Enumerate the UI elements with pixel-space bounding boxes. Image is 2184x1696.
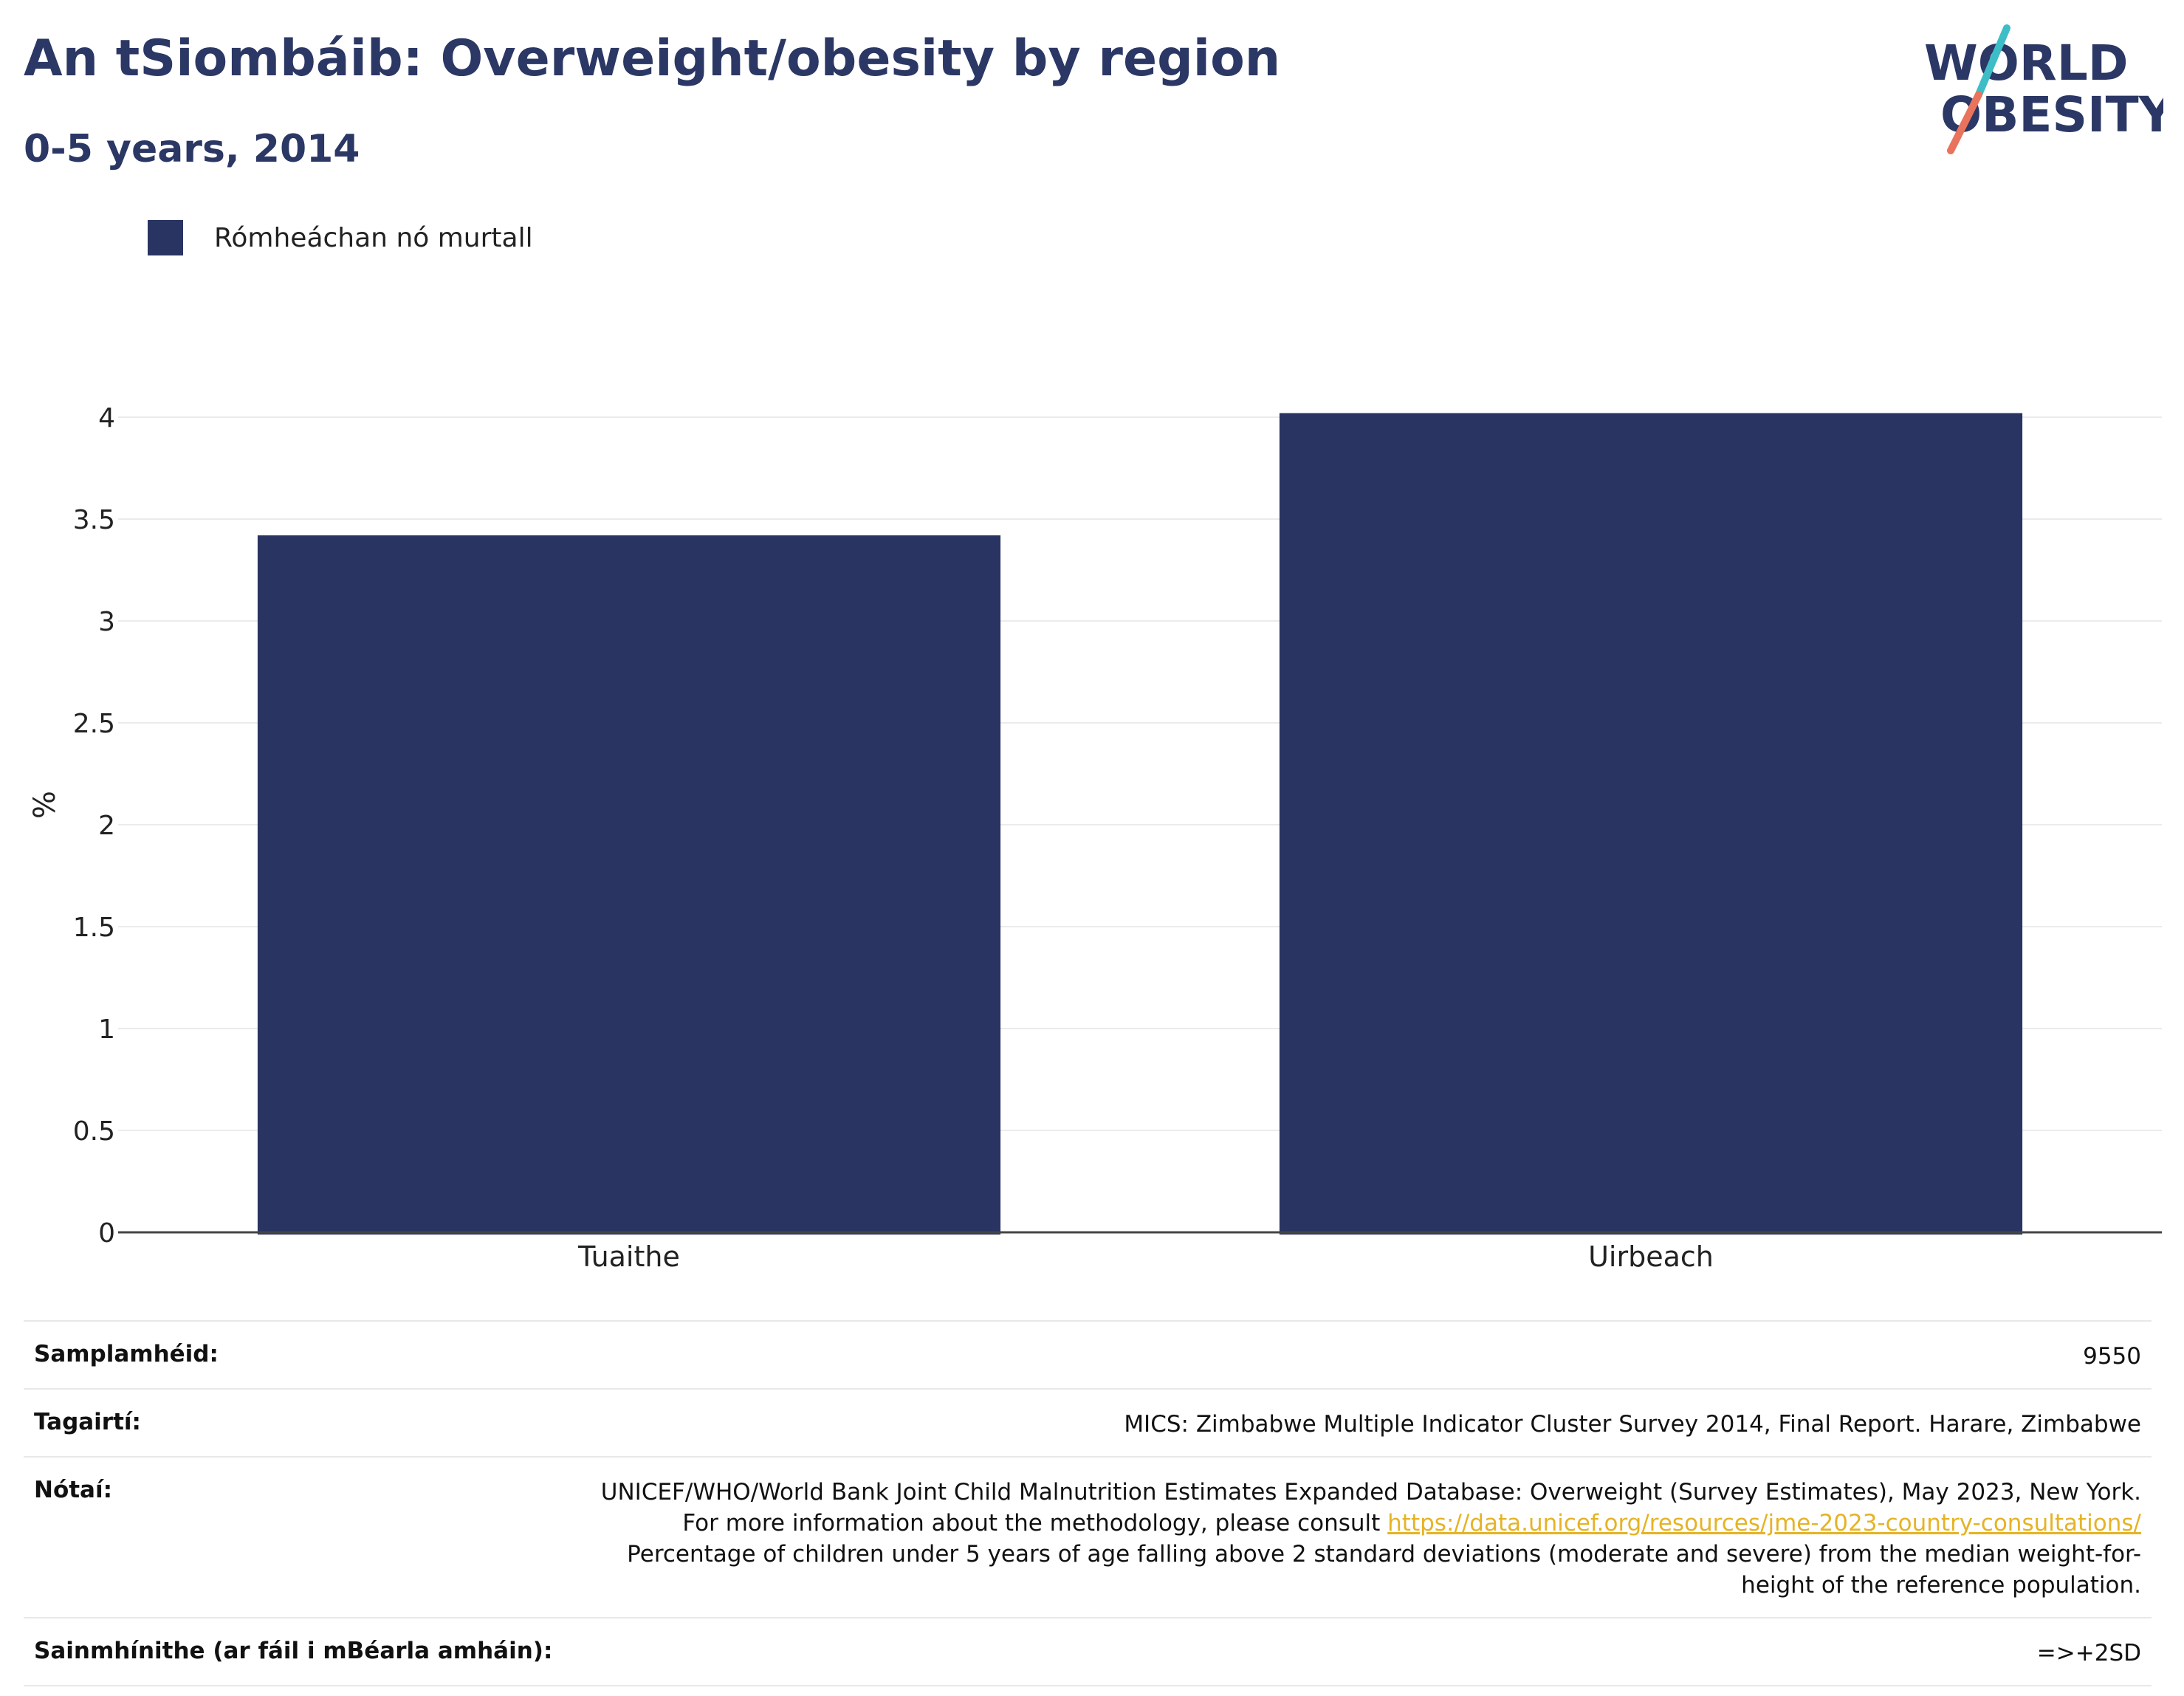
y-tick-label: 1 — [98, 1014, 115, 1045]
definitions-label: Sainmhínithe (ar fáil i mBéarla amháin): — [34, 1638, 553, 1664]
bar-uirbeach — [1279, 413, 2023, 1235]
y-tick-label: 2 — [98, 811, 115, 841]
definitions-value: =>+2SD — [2036, 1640, 2141, 1666]
bar-chart: 0 0.5 1 1.5 2 2.5 3 3.5 4 Tuaithe Uirbeach% — [28, 403, 2162, 1273]
references-value: MICS: Zimbabwe Multiple Indicator Cluste… — [1124, 1411, 2141, 1438]
y-tick-label: 1.5 — [73, 913, 115, 943]
chart-title: An tSiombáib: Overweight/obesity by regi… — [24, 30, 1281, 88]
notes-text: UNICEF/WHO/World Bank Joint Child Malnut… — [600, 1479, 2141, 1537]
y-tick-label: 0 — [98, 1218, 115, 1249]
bar-tuaithe — [257, 535, 1001, 1235]
y-tick-label: 3.5 — [73, 505, 115, 535]
info-row-sample-size: Samplamhéid: 9550 — [24, 1322, 2152, 1390]
info-row-definitions: Sainmhínithe (ar fáil i mBéarla amháin):… — [24, 1618, 2152, 1686]
logo-slash-coral — [1947, 91, 1982, 154]
logo-text-world: WORLD — [1924, 35, 2129, 92]
y-tick-label: 4 — [98, 403, 115, 433]
notes-label: Nótaí: — [34, 1477, 113, 1503]
x-tick-label: Uirbeach — [1588, 1240, 1714, 1273]
notes-definition-text: Percentage of children under 5 years of … — [627, 1541, 2141, 1599]
chart-legend[interactable]: Rómheáchan nó murtall — [148, 220, 533, 255]
info-row-notes: Nótaí: UNICEF/WHO/World Bank Joint Child… — [24, 1458, 2152, 1618]
info-table: Samplamhéid: 9550 Tagairtí: MICS: Zimbab… — [24, 1320, 2152, 1686]
notes-link[interactable]: https://data.unicef.org/resources/jme-20… — [1387, 1510, 2141, 1537]
notes-value: UNICEF/WHO/World Bank Joint Child Malnut… — [569, 1477, 2141, 1601]
axes: 0 0.5 1 1.5 2 2.5 3 3.5 4 Tuaithe Uirbeach% — [28, 403, 2162, 1273]
sample-size-label: Samplamhéid: — [34, 1341, 219, 1367]
x-tick-label: Tuaithe — [577, 1240, 680, 1273]
legend-label: Rómheáchan nó murtall — [214, 222, 533, 253]
logo-slash-teal — [1975, 24, 2010, 98]
references-label: Tagairtí: — [34, 1409, 141, 1435]
chart-subtitle: 0-5 years, 2014 — [24, 127, 360, 171]
y-axis-label: % — [28, 791, 62, 819]
world-obesity-logo: WORLD OBESITY — [1924, 24, 2163, 154]
info-row-references: Tagairtí: MICS: Zimbabwe Multiple Indica… — [24, 1390, 2152, 1458]
y-tick-label: 0.5 — [73, 1116, 115, 1147]
bars — [257, 413, 2023, 1235]
y-tick-label: 2.5 — [73, 709, 115, 739]
y-tick-label: 3 — [98, 607, 115, 637]
legend-swatch — [148, 220, 183, 255]
sample-size-value: 9550 — [2083, 1343, 2141, 1370]
